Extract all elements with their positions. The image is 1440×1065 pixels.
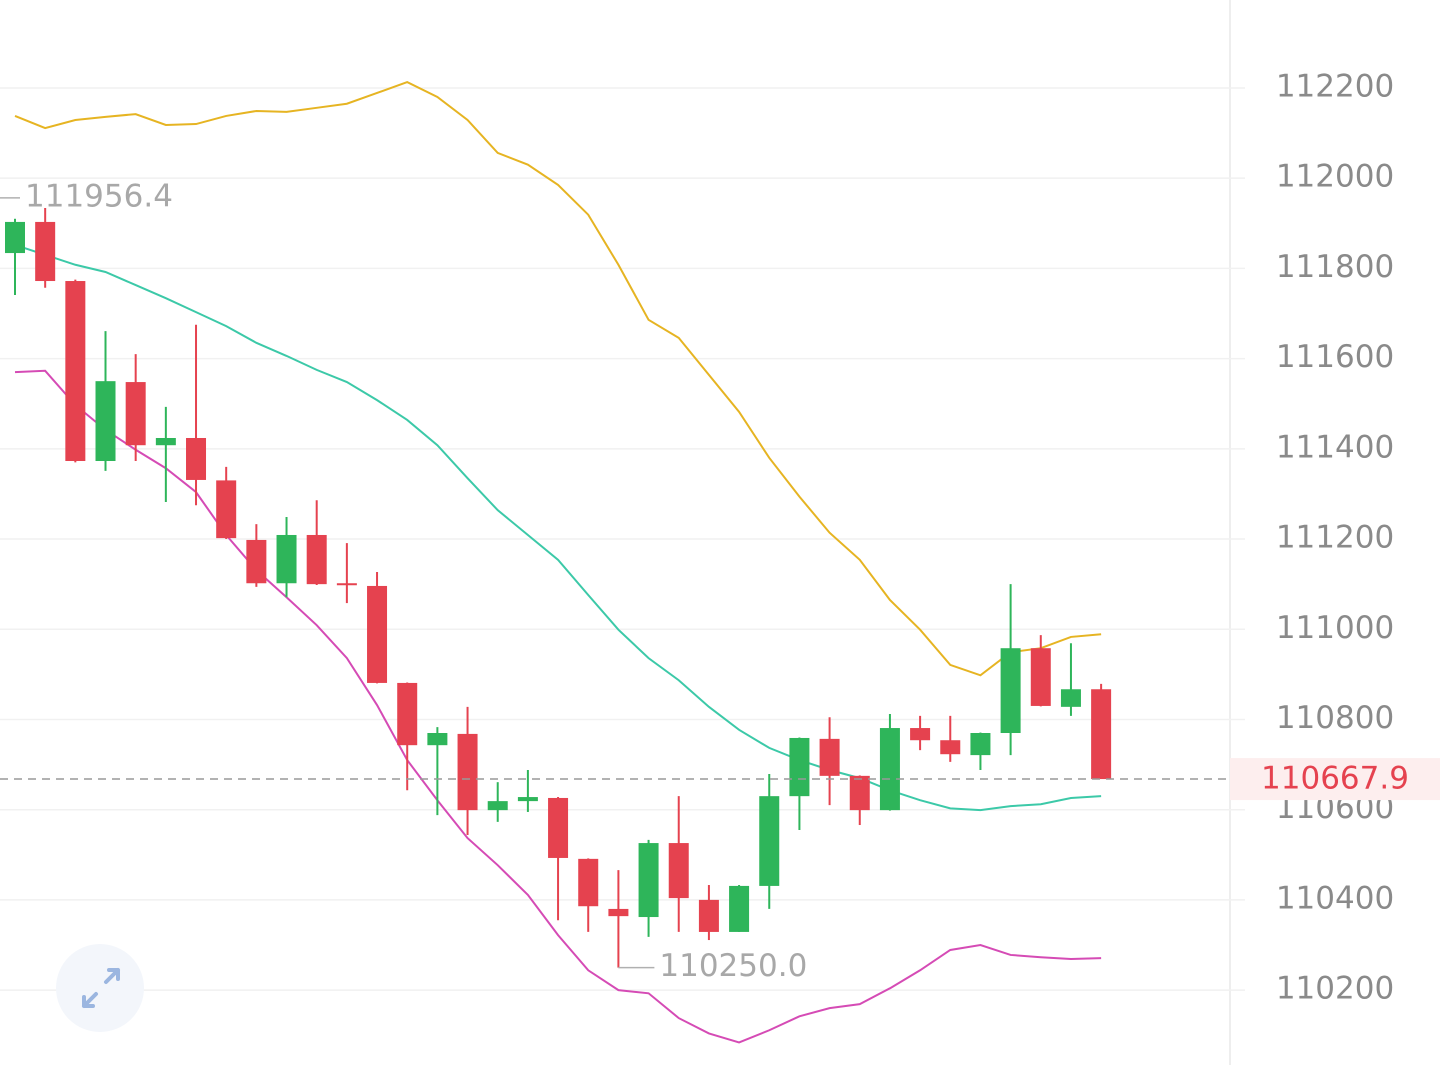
candle-body xyxy=(517,797,538,802)
y-tick-label: 111200 xyxy=(1276,520,1394,556)
candle-body xyxy=(1030,648,1051,706)
last-price-label: 110667.9 xyxy=(1261,761,1409,797)
candle-body xyxy=(427,733,448,746)
y-tick-label: 111600 xyxy=(1276,339,1394,375)
candle-body xyxy=(1060,689,1081,707)
band-line xyxy=(14,243,1102,812)
y-tick-label: 111000 xyxy=(1276,610,1394,646)
expand-icon[interactable] xyxy=(82,968,120,1008)
candle-body xyxy=(819,738,840,776)
candle-body xyxy=(35,221,56,282)
candle-body xyxy=(879,728,900,811)
y-tick-label: 112000 xyxy=(1276,159,1394,195)
candle-body xyxy=(1091,689,1112,780)
max-marker-label: 111956.4 xyxy=(25,178,173,214)
candle-body xyxy=(186,437,207,480)
candle-body xyxy=(95,381,116,462)
candle-body xyxy=(668,843,689,899)
candle-body xyxy=(5,221,25,254)
candle-body xyxy=(457,733,478,811)
plot: 1102001104001106001108001110001112001114… xyxy=(0,68,1440,1044)
candle-body xyxy=(216,480,237,539)
y-tick-label: 112200 xyxy=(1276,68,1394,104)
candle-body xyxy=(125,382,146,446)
candle-body xyxy=(789,737,810,797)
expand-bg[interactable] xyxy=(56,944,144,1032)
candle-body xyxy=(548,797,569,858)
band-line xyxy=(14,81,1102,677)
candle-body xyxy=(1000,648,1021,734)
candle-body xyxy=(397,682,418,746)
candle-body xyxy=(246,539,267,584)
candle-body xyxy=(276,534,297,584)
candle-body xyxy=(698,899,719,932)
candle-body xyxy=(759,796,780,886)
candle-body xyxy=(155,437,176,446)
min-marker-label: 110250.0 xyxy=(659,948,807,984)
candle-body xyxy=(849,775,870,811)
y-tick-label: 110400 xyxy=(1276,880,1394,916)
y-tick-label: 110200 xyxy=(1276,971,1394,1007)
y-tick-label: 110800 xyxy=(1276,700,1394,736)
candle-body xyxy=(910,728,931,741)
candle-body xyxy=(608,908,629,917)
candle-body xyxy=(940,740,961,755)
expand-button[interactable] xyxy=(56,944,144,1032)
candle-body xyxy=(729,885,750,932)
candle-body xyxy=(65,281,86,462)
y-tick-label: 111400 xyxy=(1276,429,1394,465)
y-tick-label: 111800 xyxy=(1276,249,1394,285)
candle-body xyxy=(578,858,599,907)
candle-body xyxy=(487,801,508,811)
candle-body xyxy=(367,585,388,683)
candle-body xyxy=(336,583,357,586)
candle-body xyxy=(638,843,659,918)
candle-body xyxy=(306,534,327,585)
last-price-box xyxy=(1230,758,1440,801)
candle-body xyxy=(970,733,991,756)
